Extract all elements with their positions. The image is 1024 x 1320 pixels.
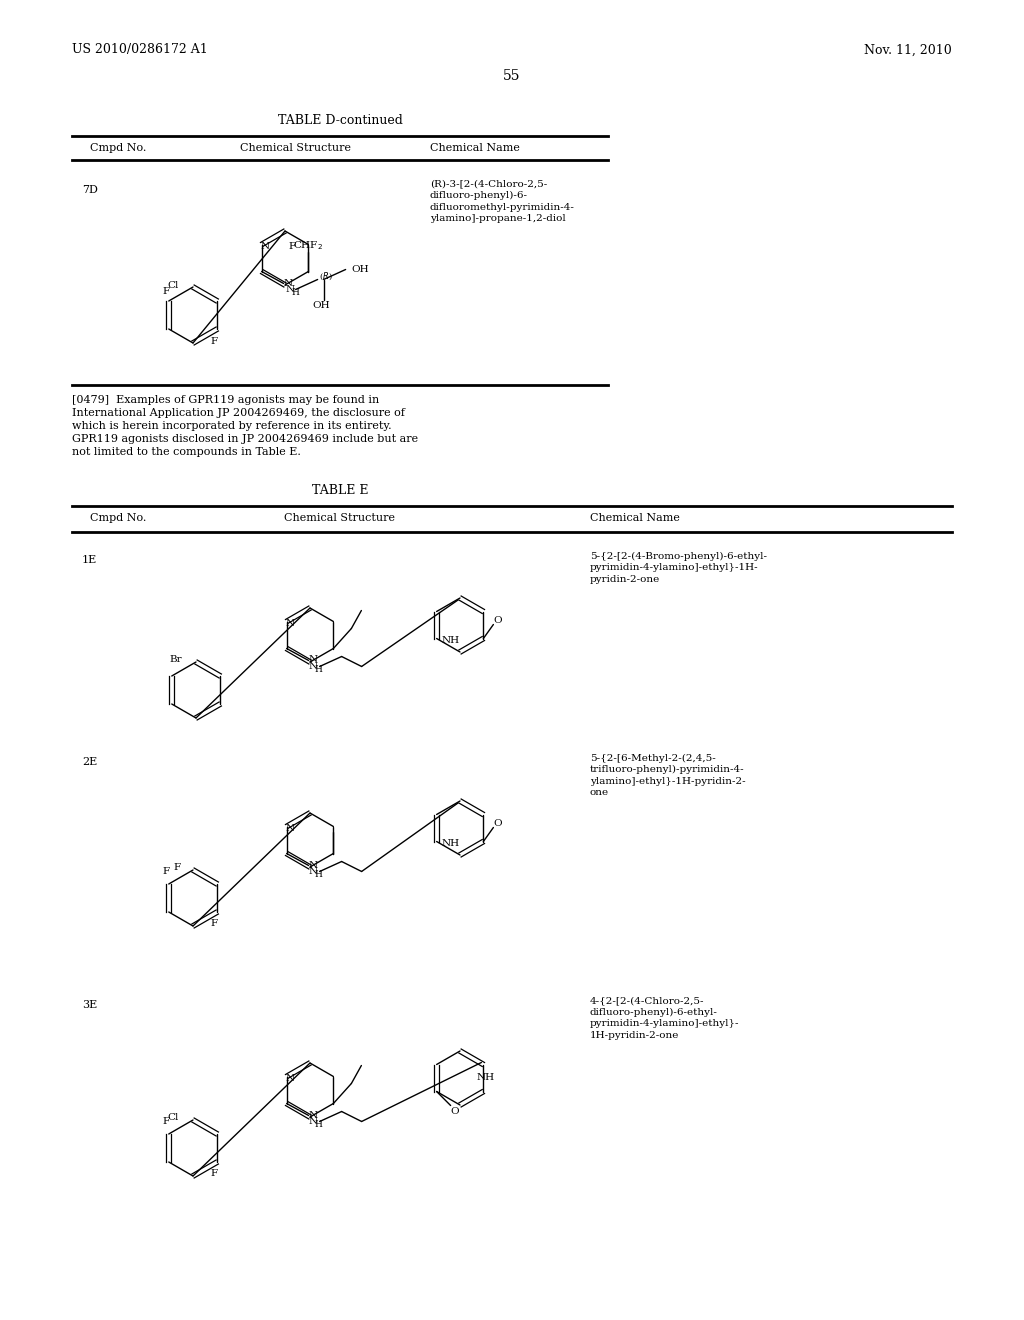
Text: ($R$): ($R$): [318, 271, 333, 282]
Text: 4-{2-[2-(4-Chloro-2,5-: 4-{2-[2-(4-Chloro-2,5-: [590, 997, 705, 1006]
Text: TABLE E: TABLE E: [311, 483, 369, 496]
Text: N: N: [285, 1074, 294, 1082]
Text: 2E: 2E: [82, 756, 97, 767]
Text: F: F: [211, 920, 218, 928]
Text: trifluoro-phenyl)-pyrimidin-4-: trifluoro-phenyl)-pyrimidin-4-: [590, 764, 744, 774]
Text: N: N: [285, 824, 294, 833]
Text: 5-{2-[2-(4-Bromo-phenyl)-6-ethyl-: 5-{2-[2-(4-Bromo-phenyl)-6-ethyl-: [590, 552, 767, 561]
Text: 5-{2-[6-Methyl-2-(2,4,5-: 5-{2-[6-Methyl-2-(2,4,5-: [590, 754, 716, 763]
Text: difluoromethyl-pyrimidin-4-: difluoromethyl-pyrimidin-4-: [430, 202, 574, 211]
Text: F: F: [289, 242, 296, 251]
Text: F: F: [162, 1118, 169, 1126]
Text: O: O: [494, 818, 502, 828]
Text: [0479]  Examples of GPR119 agonists may be found in: [0479] Examples of GPR119 agonists may b…: [72, 395, 379, 405]
Text: N: N: [308, 1117, 317, 1126]
Text: O: O: [494, 616, 502, 624]
Text: not limited to the compounds in Table E.: not limited to the compounds in Table E.: [72, 447, 301, 457]
Text: F: F: [162, 867, 169, 876]
Text: N: N: [308, 861, 317, 870]
Text: OH: OH: [312, 301, 331, 310]
Text: Chemical Name: Chemical Name: [590, 513, 680, 523]
Text: NH: NH: [476, 1073, 495, 1082]
Text: International Application JP 2004269469, the disclosure of: International Application JP 2004269469,…: [72, 408, 404, 418]
Text: Cmpd No.: Cmpd No.: [90, 513, 146, 523]
Text: O: O: [451, 1107, 459, 1115]
Text: H: H: [314, 665, 323, 675]
Text: F: F: [211, 1170, 218, 1179]
Text: Chemical Structure: Chemical Structure: [240, 143, 350, 153]
Text: 1H-pyridin-2-one: 1H-pyridin-2-one: [590, 1031, 679, 1040]
Text: GPR119 agonists disclosed in JP 2004269469 include but are: GPR119 agonists disclosed in JP 20042694…: [72, 434, 418, 444]
Text: pyrimidin-4-ylamino]-ethyl}-: pyrimidin-4-ylamino]-ethyl}-: [590, 1019, 739, 1028]
Text: Chemical Name: Chemical Name: [430, 143, 520, 153]
Text: which is herein incorporated by reference in its entirety.: which is herein incorporated by referenc…: [72, 421, 391, 432]
Text: Nov. 11, 2010: Nov. 11, 2010: [864, 44, 952, 57]
Text: pyridin-2-one: pyridin-2-one: [590, 574, 660, 583]
Text: NH: NH: [441, 636, 460, 645]
Text: (R)-3-[2-(4-Chloro-2,5-: (R)-3-[2-(4-Chloro-2,5-: [430, 180, 547, 189]
Text: N: N: [308, 1110, 317, 1119]
Text: F: F: [211, 337, 218, 346]
Text: one: one: [590, 788, 609, 797]
Text: Br: Br: [170, 656, 182, 664]
Text: Chemical Structure: Chemical Structure: [285, 513, 395, 523]
Text: N: N: [308, 867, 317, 876]
Text: Cmpd No.: Cmpd No.: [90, 143, 146, 153]
Text: 55: 55: [503, 69, 521, 83]
Text: H: H: [314, 1119, 323, 1129]
Text: NH: NH: [441, 840, 460, 847]
Text: US 2010/0286172 A1: US 2010/0286172 A1: [72, 44, 208, 57]
Text: ylamino]-propane-1,2-diol: ylamino]-propane-1,2-diol: [430, 214, 565, 223]
Text: N: N: [260, 242, 269, 251]
Text: H: H: [292, 288, 300, 297]
Text: 1E: 1E: [82, 554, 97, 565]
Text: CHF$_2$: CHF$_2$: [293, 239, 324, 252]
Text: N: N: [285, 619, 294, 628]
Text: TABLE D-continued: TABLE D-continued: [278, 114, 402, 127]
Text: F: F: [173, 863, 180, 873]
Text: 7D: 7D: [82, 185, 98, 195]
Text: OH: OH: [351, 265, 370, 275]
Text: H: H: [314, 870, 323, 879]
Text: difluoro-phenyl)-6-ethyl-: difluoro-phenyl)-6-ethyl-: [590, 1008, 718, 1018]
Text: 3E: 3E: [82, 1001, 97, 1010]
Text: N: N: [308, 656, 317, 664]
Text: N: N: [285, 285, 294, 294]
Text: F: F: [162, 286, 169, 296]
Text: Cl: Cl: [167, 1114, 178, 1122]
Text: Cl: Cl: [167, 281, 178, 289]
Text: ylamino]-ethyl}-1H-pyridin-2-: ylamino]-ethyl}-1H-pyridin-2-: [590, 776, 745, 785]
Text: N: N: [308, 663, 317, 671]
Text: N: N: [284, 279, 293, 288]
Text: difluoro-phenyl)-6-: difluoro-phenyl)-6-: [430, 191, 528, 201]
Text: pyrimidin-4-ylamino]-ethyl}-1H-: pyrimidin-4-ylamino]-ethyl}-1H-: [590, 564, 759, 572]
